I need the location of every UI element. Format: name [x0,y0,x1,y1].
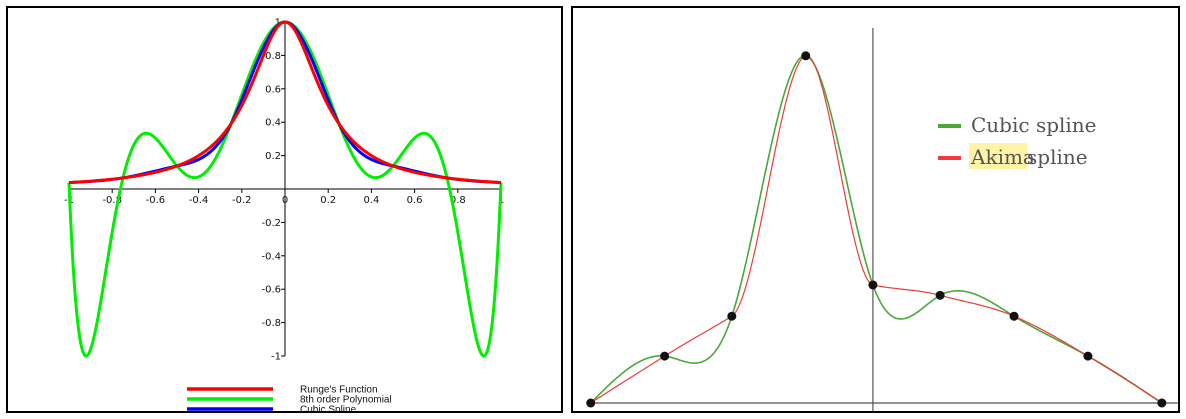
data-point [935,290,945,300]
y-tick-label: 0.8 [265,51,281,62]
legend-label-akima: spline [1027,145,1088,169]
spline-chart: Cubic spline Akima spline [586,28,1178,411]
y-tick-label: -1 [271,352,281,363]
y-tick-label: 0.6 [265,84,281,95]
legend-label-runge: Runge's Function [300,385,378,396]
x-tick-label: -0.8 [102,195,122,206]
legend-label-cubic_right: Cubic spline [971,113,1097,137]
data-point [1157,398,1167,408]
x-tick-label: 0.4 [363,195,379,206]
runge-chart-panel: -1 -0.8 -0.6 -0.4 -0.2 0 0.2 0.4 0.6 0.8 1 -1 -0.8 -0… [6,6,563,413]
series-line-cubic-spline [590,54,1163,404]
x-tick-label: 0.2 [320,195,336,206]
legend-label-cubic: Cubic Spline [300,405,357,414]
x-tick-label: 0.6 [407,195,423,206]
legend-label-poly: 8th order Polynomial [300,395,392,406]
data-point [868,280,878,290]
data-point [660,351,670,361]
data-point [586,398,596,408]
runge-chart: -1 -0.8 -0.6 -0.4 -0.2 0 0.2 0.4 0.6 0.8 1-1-0.8-0… [64,18,504,414]
y-tick-label: -0.4 [261,251,281,262]
x-tick-label: 0 [282,195,288,206]
y-tick-label: -0.6 [261,285,281,296]
x-tick-label: -0.2 [232,195,252,206]
x-tick-label: -0.4 [189,195,209,206]
legend-label-highlight: Akima [970,145,1035,169]
data-point [727,311,737,321]
legend-highlight [969,143,1027,169]
spline-chart-panel: Cubic spline Akima spline [571,6,1180,413]
y-tick-label: -0.2 [261,218,281,229]
y-tick-label: 0.4 [265,118,281,129]
series-line-akima-spline [590,55,1163,404]
data-point [1083,351,1093,361]
data-point [801,51,811,61]
x-tick-label: 0.8 [450,195,466,206]
y-tick-label: -0.8 [261,318,281,329]
data-point [1009,311,1019,321]
x-tick-label: -0.6 [146,195,166,206]
y-tick-label: 0.2 [265,151,281,162]
series-line-runge [68,20,502,185]
